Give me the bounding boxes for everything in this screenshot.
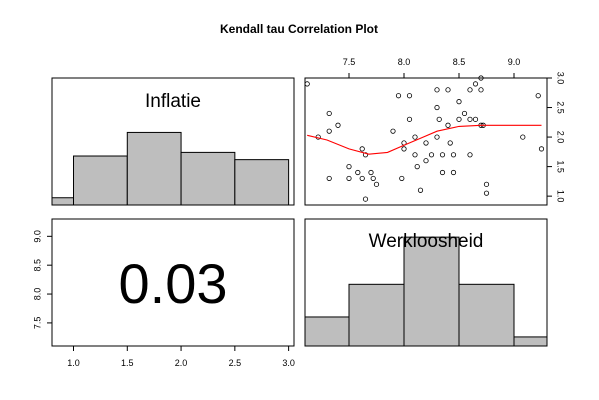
panel-border <box>304 218 548 347</box>
scatter-point <box>461 110 468 117</box>
scatter-point <box>406 93 413 99</box>
scatter-point <box>445 122 451 128</box>
scatter-point <box>399 175 405 182</box>
scatter-point <box>355 169 361 176</box>
y-tick-label: 1.5 <box>556 160 566 173</box>
scatter-point <box>535 93 541 99</box>
histogram-bar <box>52 197 75 205</box>
scatter-point <box>478 87 484 93</box>
scatter-point <box>450 169 457 176</box>
panel-werkloosheid-histogram: Werkloosheid <box>304 218 548 347</box>
scatter-point <box>428 152 435 158</box>
scatter-point <box>423 158 429 164</box>
scatter-point <box>359 146 365 152</box>
panel-inflatie-histogram: Inflatie <box>51 77 295 206</box>
chart-title: Kendall tau Correlation Plot <box>220 22 378 36</box>
x-tick-label: 9.0 <box>508 57 521 67</box>
scatter-point <box>326 128 332 134</box>
scatter-point <box>373 181 380 187</box>
scatter-point <box>436 116 442 122</box>
y-tick-label: 7.5 <box>32 317 42 330</box>
scatter-point <box>434 87 440 93</box>
scatter-point <box>390 128 396 134</box>
scatter-point <box>412 152 418 158</box>
scatter-point <box>520 134 526 140</box>
y-tick-label: 3.0 <box>556 72 566 85</box>
scatter-point <box>346 164 352 170</box>
scatter-point <box>450 152 457 158</box>
scatter-point <box>335 122 341 128</box>
scatter-point <box>326 110 332 117</box>
scatter-point <box>467 152 473 158</box>
scatter-point <box>417 187 424 193</box>
scatter-point <box>467 116 473 122</box>
histogram-bar <box>73 155 128 205</box>
panel-scatter-plot: 7.5 8.0 8.5 9.0 1.0 1.5 2.0 2.5 3.0 <box>304 57 566 206</box>
scatter-point <box>362 196 369 202</box>
x-tick-label: 2.5 <box>229 358 242 368</box>
histogram-bars <box>52 131 290 205</box>
x-tick-label: 1.0 <box>67 358 80 368</box>
scatter-point <box>439 169 446 176</box>
histogram-bar <box>458 283 515 346</box>
scatter-point <box>395 93 402 99</box>
x-tick-label: 7.5 <box>343 57 356 67</box>
histogram-bar <box>126 131 182 205</box>
x-tick-label: 3.0 <box>282 358 295 368</box>
scatter-point <box>445 87 451 93</box>
correlation-value: 0.03 <box>119 252 228 315</box>
x-tick-label: 8.5 <box>453 57 466 67</box>
panel-border <box>51 218 295 347</box>
scatter-point <box>439 152 446 158</box>
scatter-point <box>472 116 479 122</box>
scatter-point <box>456 116 462 122</box>
scatter-point <box>362 152 369 158</box>
scatter-point <box>478 75 484 81</box>
scatter-point <box>406 116 413 122</box>
scatter-point <box>483 190 490 196</box>
histogram-bar <box>403 236 460 346</box>
scatter-point <box>359 175 365 182</box>
histogram-bar <box>305 316 350 346</box>
panel-border <box>51 77 295 206</box>
scatter-point <box>483 181 490 187</box>
scatter-point <box>370 175 376 182</box>
histogram-bar <box>513 336 547 346</box>
scatter-point <box>326 175 332 182</box>
panel-label: Inflatie <box>145 91 201 112</box>
x-tick-label: 8.0 <box>398 57 411 67</box>
scatter-point <box>304 81 310 87</box>
y-tick-label: 1.0 <box>556 190 566 203</box>
panel-label: Werkloosheid <box>369 231 484 252</box>
y-tick-label: 8.0 <box>32 288 42 301</box>
scatter-point <box>346 175 352 182</box>
histogram-bar <box>180 151 236 205</box>
scatter-point <box>447 140 453 146</box>
y-tick-label: 2.0 <box>556 131 566 144</box>
scatter-point <box>423 140 429 146</box>
histogram-bar <box>348 283 405 346</box>
scatter-point <box>434 104 440 111</box>
y-tick-label: 8.5 <box>32 259 42 272</box>
scatter-point <box>368 169 374 176</box>
x-tick-label: 2.0 <box>175 358 188 368</box>
panel-correlation-value: 1.0 1.5 2.0 2.5 3.0 7.5 8.0 8.5 9.0 0.03 <box>32 218 295 368</box>
y-tick-label: 2.5 <box>556 101 566 114</box>
scatter-point <box>434 134 440 140</box>
scatter-point <box>401 146 407 152</box>
histogram-bars <box>305 236 547 346</box>
scatter-point <box>412 134 418 140</box>
scatter-point <box>472 81 479 87</box>
smoother-line <box>307 124 542 155</box>
histogram-bar <box>234 159 290 205</box>
x-tick-label: 1.5 <box>121 358 134 368</box>
y-tick-label: 9.0 <box>32 230 42 243</box>
scatter-point <box>414 164 420 170</box>
scatter-point <box>538 146 545 152</box>
scatter-point <box>456 99 462 105</box>
panel-border <box>304 77 548 206</box>
scatter-point <box>467 87 473 93</box>
